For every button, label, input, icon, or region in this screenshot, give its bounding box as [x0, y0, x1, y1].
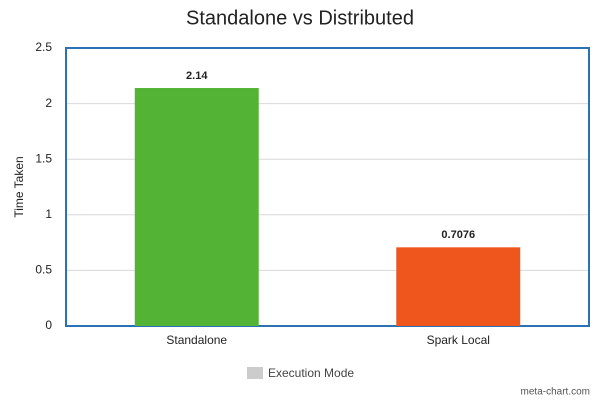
- chart-title: Standalone vs Distributed: [186, 7, 414, 29]
- y-tick-label: 2: [45, 96, 52, 110]
- x-tick-label: Spark Local: [427, 333, 490, 347]
- legend-label: Execution Mode: [268, 366, 354, 380]
- y-tick-label: 0.5: [35, 263, 52, 277]
- legend-swatch: [247, 367, 263, 379]
- y-tick-label: 1.5: [35, 151, 52, 165]
- bar: [396, 247, 521, 326]
- bar: [134, 88, 259, 326]
- data-label: 0.7076: [441, 229, 475, 241]
- y-axis-label: Time Taken: [12, 156, 26, 217]
- plot-border: [65, 47, 590, 327]
- y-tick-label: 1: [45, 207, 52, 221]
- credit: meta-chart.com: [521, 387, 590, 398]
- data-label: 2.14: [186, 70, 208, 82]
- y-tick-label: 2.5: [35, 40, 52, 54]
- y-tick-label: 0: [45, 318, 52, 332]
- x-tick-label: Standalone: [166, 333, 227, 347]
